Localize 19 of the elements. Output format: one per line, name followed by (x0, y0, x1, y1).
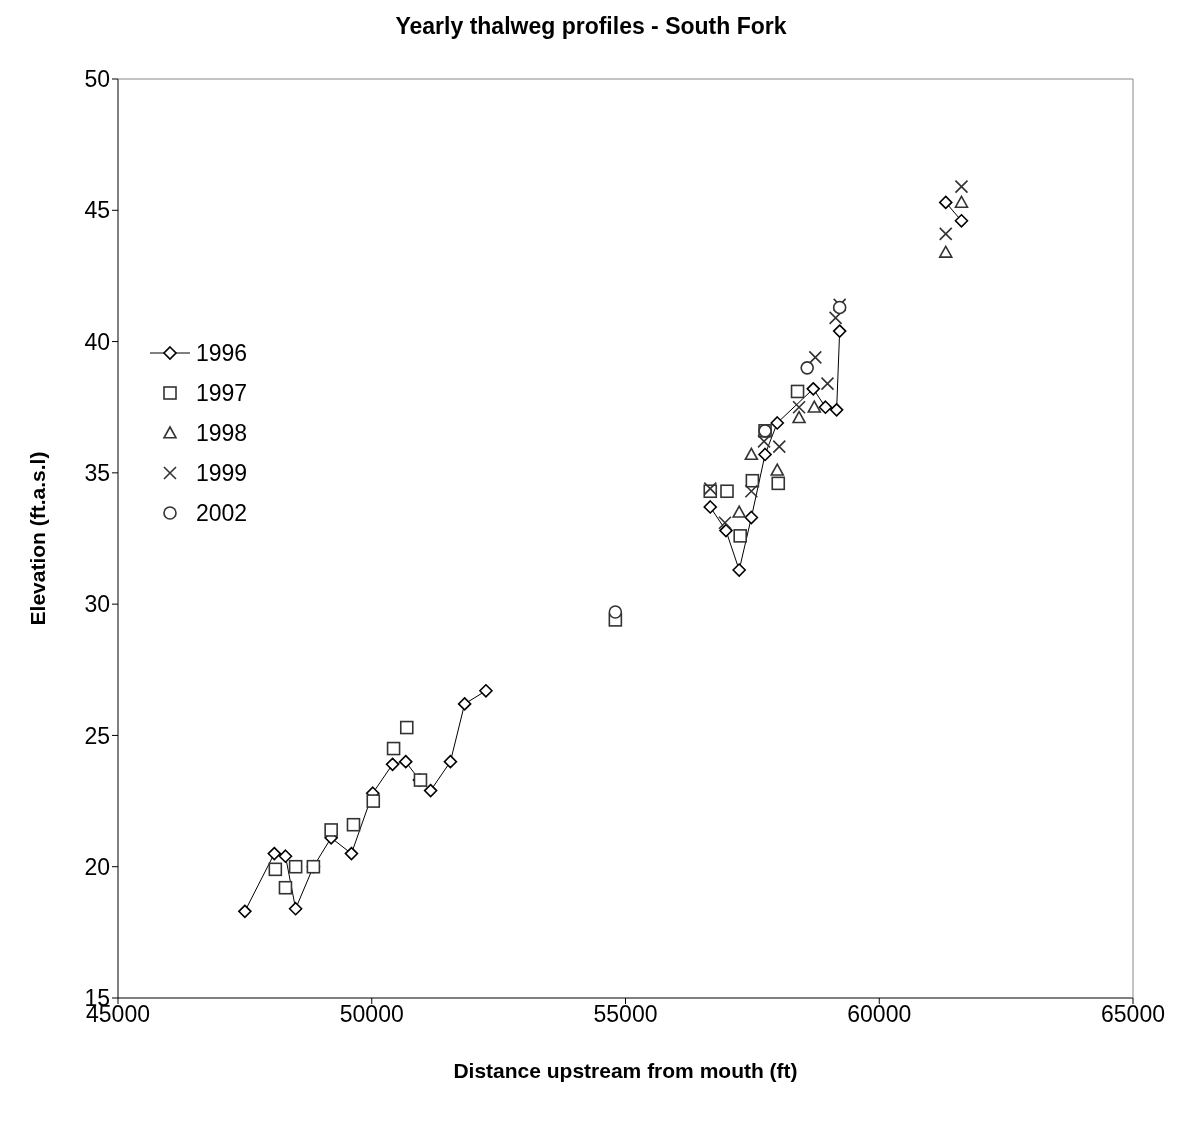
legend-label: 1997 (196, 379, 248, 407)
legend-label: 2002 (196, 499, 248, 527)
y-tick-label: 45 (84, 197, 110, 224)
legend-label: 1996 (196, 339, 248, 367)
x-axis-title: Distance upstream from mouth (ft) (453, 1059, 798, 1082)
x-tick-label: 50000 (339, 1001, 404, 1028)
legend-label: 1999 (196, 459, 248, 487)
y-tick-label: 35 (84, 460, 110, 487)
x-tick-label: 60000 (847, 1001, 912, 1028)
y-axis-title: Elevation (ft.a.s.l) (26, 451, 50, 626)
y-tick-label: 50 (84, 66, 110, 93)
y-tick-label: 30 (84, 591, 110, 618)
y-tick-label: 25 (84, 722, 110, 749)
x-tick-label: 55000 (593, 1001, 658, 1028)
y-tick-label: 20 (84, 853, 110, 880)
legend-label: 1998 (196, 419, 248, 447)
chart-title: Yearly thalweg profiles - South Fork (394, 12, 788, 41)
x-tick-label: 65000 (1101, 1001, 1165, 1028)
y-tick-label: 40 (84, 328, 110, 355)
